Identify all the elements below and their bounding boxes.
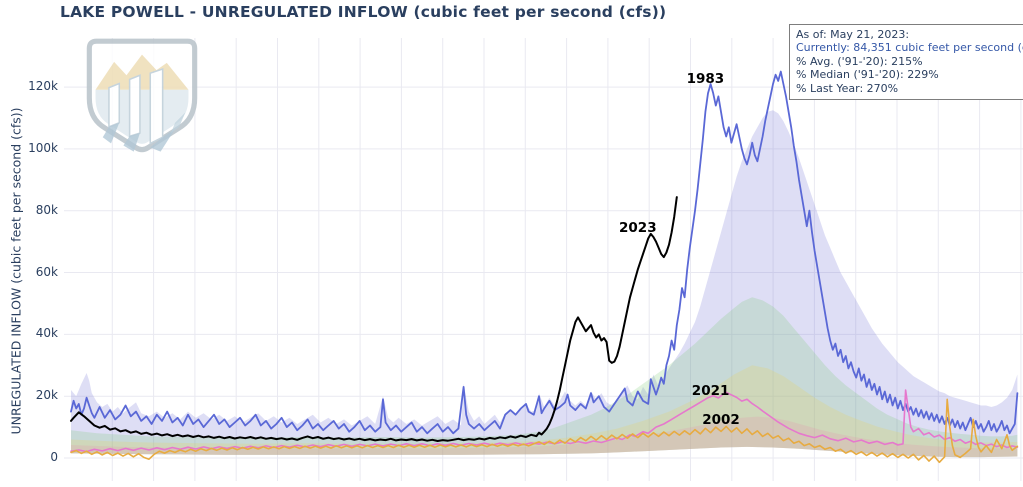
band-percentile-green	[71, 297, 1018, 458]
year-label-2023: 2023	[619, 220, 657, 237]
y-tick-label: 100k	[28, 140, 58, 155]
series-line-2023	[70, 196, 678, 442]
year-label-2021: 2021	[691, 382, 730, 399]
band-range-min-max-lavender	[71, 110, 1018, 458]
chart-title: LAKE POWELL - UNREGULATED INFLOW (cubic …	[60, 3, 667, 21]
y-tick-label: 40k	[35, 326, 58, 341]
info-currently: Currently: 84,351 cubic feet per second …	[796, 41, 1023, 55]
series-line-2021	[70, 389, 1019, 453]
y-tick-label: 120k	[28, 79, 58, 94]
info-pct-avg: % Avg. ('91-'20): 215%	[796, 54, 923, 68]
reclamation-shield-logo	[80, 36, 204, 162]
year-label-2002: 2002	[702, 411, 740, 428]
info-pct-median: % Median ('91-'20): 229%	[796, 68, 939, 82]
year-label-1983: 1983	[686, 71, 725, 88]
y-tick-label: 0	[50, 450, 58, 464]
y-tick-label: 20k	[35, 388, 58, 403]
band-percentile-pink	[71, 416, 1018, 458]
band-percentile-yellow	[71, 365, 1018, 458]
series-line-1983	[70, 70, 1019, 435]
status-info-box: As of: May 21, 2023: Currently: 84,351 c…	[789, 24, 1023, 101]
series-line-2002	[70, 398, 1019, 464]
y-tick-label: 60k	[35, 264, 58, 279]
info-pct-last-year: % Last Year: 270%	[796, 81, 899, 95]
y-tick-label: 80k	[35, 202, 58, 217]
info-as-of: As of: May 21, 2023:	[796, 28, 910, 41]
shield-icon	[86, 38, 198, 153]
